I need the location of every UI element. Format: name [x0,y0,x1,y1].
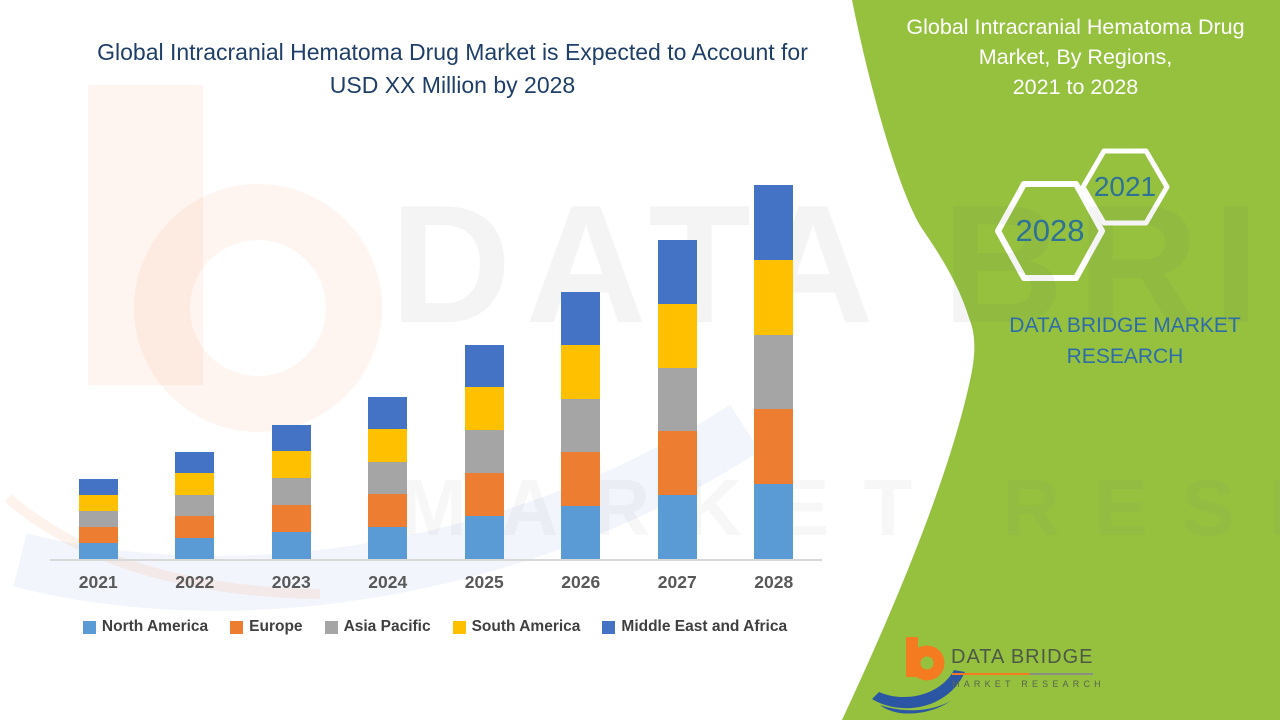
bar-segment-2024-asia-pacific [368,461,408,495]
bar-segment-2025-middle-east-and-africa [464,344,504,388]
bar-segment-2023-south-america [271,451,311,479]
bar-segment-2027-europe [657,431,697,496]
bar-group-2025 [436,150,533,559]
bar-segment-2025-europe [464,473,504,517]
legend-label-south-america: South America [471,618,581,635]
bar-segment-2023-europe [271,505,311,533]
bar-segment-2025-asia-pacific [464,430,504,474]
legend-label-middle-east-and-africa: Middle East and Africa [621,618,788,635]
chart-title: Global Intracranial Hematoma Drug Market… [30,36,875,102]
stacked-bar-2027 [657,240,697,559]
bar-segment-2026-asia-pacific [561,398,601,453]
chart-legend: North America Europe Asia Pacific South Ame… [40,618,830,636]
bar-group-2028 [726,150,823,559]
legend-item-europe: Europe [230,618,303,636]
x-axis-label-2027: 2027 [657,572,697,592]
legend-item-asia-pacific: Asia Pacific [324,618,431,636]
bar-segment-2024-middle-east-and-africa [368,397,408,430]
legend-swatch-middle-east-and-africa [602,620,616,634]
bar-group-2024 [340,150,437,559]
bar-segment-2028-europe [754,409,794,485]
bar-segment-2023-asia-pacific [271,478,311,506]
side-panel-title-line1: Global Intracranial Hematoma Drug [906,15,1245,39]
stacked-bar-2021 [78,479,118,559]
bar-segment-2021-north-america [78,543,118,559]
bar-segment-2028-asia-pacific [754,334,794,410]
legend-swatch-asia-pacific [324,620,338,634]
legend-item-south-america: South America [452,618,581,636]
bar-group-2021 [50,150,147,559]
bar-segment-2023-north-america [271,532,311,559]
x-axis-label-2025: 2025 [464,572,504,592]
bar-segment-2025-south-america [464,387,504,431]
stacked-bar-2023 [271,424,311,559]
stacked-bar-chart [50,150,822,561]
bar-segment-2026-south-america [561,345,601,399]
bar-segment-2021-middle-east-and-africa [78,479,118,495]
bar-segment-2026-europe [561,452,601,506]
bar-segment-2024-south-america [368,429,408,462]
chart-title-line1: Global Intracranial Hematoma Drug Market… [97,39,808,65]
bar-segment-2022-asia-pacific [175,494,215,517]
logo-underline [952,673,1093,675]
chart-title-line2: USD XX Million by 2028 [329,72,576,98]
hexagon-year-2021-label: 2021 [1093,171,1157,202]
logo-tagline: MARKET RESEARCH [952,679,1105,689]
stacked-bar-2026 [561,292,601,559]
legend-item-north-america: North America [82,618,209,636]
bar-segment-2027-asia-pacific [657,367,697,432]
bar-segment-2028-south-america [754,259,794,335]
x-axis-label-2026: 2026 [561,572,601,592]
bar-segment-2022-north-america [175,537,215,559]
side-panel-brand-line2: RESEARCH [1066,345,1184,368]
x-axis-labels: 2021 2022 2023 2024 2025 2026 2027 2028 [50,572,822,593]
bar-segment-2026-middle-east-and-africa [561,292,601,346]
bar-segment-2028-north-america [754,484,794,559]
hexagon-year-2028-label: 2028 [1015,213,1085,248]
legend-label-europe: Europe [249,618,303,635]
bar-segment-2023-middle-east-and-africa [271,424,311,452]
legend-label-asia-pacific: Asia Pacific [343,618,431,635]
bar-segment-2027-north-america [657,495,697,559]
bar-segment-2024-europe [368,494,408,527]
bar-segment-2027-middle-east-and-africa [657,240,697,304]
stacked-bar-2022 [175,452,215,559]
bar-segment-2022-europe [175,516,215,538]
legend-label-north-america: North America [101,618,209,635]
bar-segment-2022-middle-east-and-africa [175,452,215,474]
bar-group-2022 [147,150,244,559]
bar-segment-2021-europe [78,527,118,543]
side-panel-title-line3: 2021 to 2028 [1012,75,1139,99]
bar-segment-2021-asia-pacific [78,511,118,527]
legend-swatch-north-america [82,620,96,634]
bar-segment-2027-south-america [657,303,697,368]
bar-segment-2022-south-america [175,473,215,495]
x-axis-label-2022: 2022 [175,572,215,592]
legend-item-middle-east-and-africa: Middle East and Africa [602,618,787,636]
x-axis-label-2023: 2023 [271,572,311,592]
side-panel-title: Global Intracranial Hematoma Drug Market… [878,12,1273,102]
x-axis-label-2021: 2021 [78,572,118,592]
bar-segment-2028-middle-east-and-africa [754,185,794,260]
side-panel-brand-line1: DATA BRIDGE MARKET [1009,314,1241,337]
x-axis-label-2028: 2028 [754,572,794,592]
bar-segment-2021-south-america [78,495,118,511]
side-panel-brand-text: DATA BRIDGE MARKET RESEARCH [950,310,1280,372]
side-panel-title-line2: Market, By Regions, [978,45,1173,69]
bar-group-2027 [629,150,726,559]
stacked-bar-2024 [368,397,408,559]
legend-swatch-europe [230,620,244,634]
bar-segment-2024-north-america [368,526,408,559]
bar-group-2023 [243,150,340,559]
bar-segment-2026-north-america [561,505,601,559]
legend-swatch-south-america [452,620,466,634]
bar-group-2026 [533,150,630,559]
bar-segment-2025-north-america [464,516,504,559]
x-axis-label-2024: 2024 [368,572,408,592]
stacked-bar-2028 [754,185,794,559]
stacked-bar-2025 [464,344,504,559]
logo-wordmark: DATA BRIDGE [951,646,1094,668]
